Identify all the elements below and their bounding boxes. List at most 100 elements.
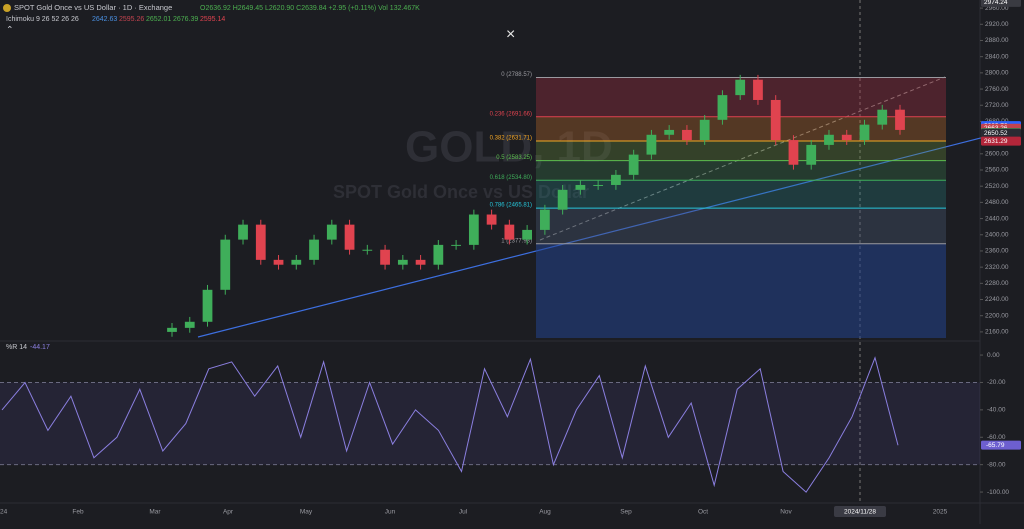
oscillator-current: -44.17 — [30, 344, 50, 351]
candle-body — [593, 184, 604, 186]
oscillator-legend: %R 14 — [6, 344, 27, 351]
oscillator-tick-label: -40.00 — [987, 407, 1006, 414]
candle-body — [557, 189, 568, 210]
candle-body — [433, 244, 444, 265]
indicator-value: 2595.14 — [200, 16, 225, 23]
fib-level-label: 0 (2788.57) — [501, 72, 532, 78]
candle-body — [539, 209, 550, 230]
candle-body — [504, 224, 515, 240]
fib-band — [536, 208, 946, 244]
y-tick-label: 2160.00 — [985, 329, 1009, 336]
candle-body — [646, 134, 657, 155]
x-tick-label: 24 — [0, 509, 8, 516]
fib-band — [536, 243, 946, 338]
fib-level-label: 0.382 (2631.71) — [490, 136, 532, 142]
oscillator-tick-label: -20.00 — [987, 379, 1006, 386]
price-label: 2631.29 — [981, 136, 1021, 146]
candle-body — [788, 140, 799, 165]
x-tick-label: Mar — [149, 509, 161, 516]
fib-level-label: 1 (2377.93) — [501, 238, 532, 244]
x-tick-label: Nov — [780, 509, 792, 516]
candle-body — [770, 99, 781, 141]
candle-body — [611, 174, 621, 185]
candle-body — [220, 239, 231, 290]
x-tick-label: 2025 — [933, 509, 948, 516]
y-tick-label: 2920.00 — [985, 21, 1009, 28]
x-tick-label: 2024/11/28 — [844, 509, 876, 516]
x-tick-label: Feb — [72, 509, 84, 516]
candle-body — [699, 119, 710, 141]
y-tick-label: 2440.00 — [985, 215, 1009, 222]
oscillator-tick-label: -100.00 — [987, 489, 1009, 496]
symbol-icon[interactable] — [3, 4, 11, 12]
candle-body — [664, 129, 675, 135]
indicator-value: 2595.26 — [119, 16, 144, 23]
candle-body — [184, 321, 195, 328]
candle-body — [255, 224, 266, 260]
y-tick-label: 2480.00 — [985, 199, 1009, 206]
candle-body — [167, 327, 177, 332]
candle-body — [202, 289, 213, 322]
fib-level-label: 0.5 (2583.25) — [496, 155, 532, 161]
candle-body — [895, 109, 905, 130]
x-tick-label: Jul — [459, 509, 468, 516]
candle-body — [877, 109, 888, 125]
price-label-text: 2974.24 — [984, 0, 1008, 6]
candle-body — [291, 259, 302, 265]
price-label-bg — [981, 0, 1021, 7]
y-tick-label: 2560.00 — [985, 167, 1009, 174]
oscillator-tick-label: 0.00 — [987, 352, 1000, 359]
candle-body — [397, 259, 408, 265]
fib-band — [536, 160, 946, 181]
oscillator-value-bg — [981, 440, 1021, 450]
y-tick-label: 2520.00 — [985, 183, 1009, 190]
candle-body — [522, 229, 533, 240]
x-tick-label: Aug — [539, 509, 551, 516]
close-button[interactable]: × — [506, 26, 515, 43]
chart-title: SPOT Gold Once vs US Dollar · 1D · Excha… — [14, 3, 172, 12]
oscillator-value-label: -65.79 — [986, 442, 1005, 449]
price-label-text: 2631.29 — [984, 138, 1008, 145]
trend-line — [197, 127, 1021, 338]
candle-body — [362, 249, 373, 251]
y-tick-label: 2600.00 — [985, 151, 1009, 158]
collapse-icon[interactable]: ⌃ — [6, 24, 14, 34]
candle-body — [451, 244, 461, 246]
candle-body — [841, 134, 852, 141]
price-label-text: 2650.52 — [984, 130, 1008, 137]
candle-body — [309, 239, 319, 260]
indicator-value: 2642.63 — [92, 16, 117, 23]
y-tick-label: 2840.00 — [985, 53, 1009, 60]
x-tick-label: May — [300, 509, 313, 516]
oscillator-band-fill — [0, 382, 980, 465]
candle-body — [575, 184, 586, 190]
fib-level-label: 0.618 (2534.80) — [490, 175, 532, 181]
fib-band — [536, 180, 946, 209]
candle-body — [238, 224, 248, 240]
crosshair-date-bg — [834, 506, 886, 517]
x-tick-label: Sep — [620, 509, 632, 516]
candle-body — [806, 144, 817, 165]
candle-body — [735, 79, 746, 96]
candle-body — [273, 259, 284, 265]
x-tick-label: Apr — [223, 509, 234, 516]
indicator-legend: Ichimoku 9 26 52 26 26 — [6, 16, 79, 23]
price-label: 2974.24 — [981, 0, 1021, 7]
y-tick-label: 2800.00 — [985, 70, 1009, 77]
fib-band — [536, 140, 946, 161]
oscillator-tick-label: -60.00 — [987, 434, 1006, 441]
y-tick-label: 2720.00 — [985, 102, 1009, 109]
candle-body — [859, 124, 870, 141]
watermark-subtitle: SPOT Gold Once vs US Dollar — [333, 182, 589, 202]
candle-body — [486, 214, 497, 225]
candle-body — [753, 79, 763, 100]
ohlc-legend: O2636.92 H2649.45 L2620.90 C2639.84 +2.9… — [200, 5, 420, 12]
candle-body — [824, 134, 834, 145]
price-label-bg — [981, 136, 1021, 146]
candle-body — [468, 214, 479, 245]
candle-body — [380, 249, 390, 265]
candle-body — [344, 224, 355, 250]
fib-level-label: 0.786 (2465.81) — [490, 203, 532, 209]
y-tick-label: 2960.00 — [985, 5, 1009, 12]
